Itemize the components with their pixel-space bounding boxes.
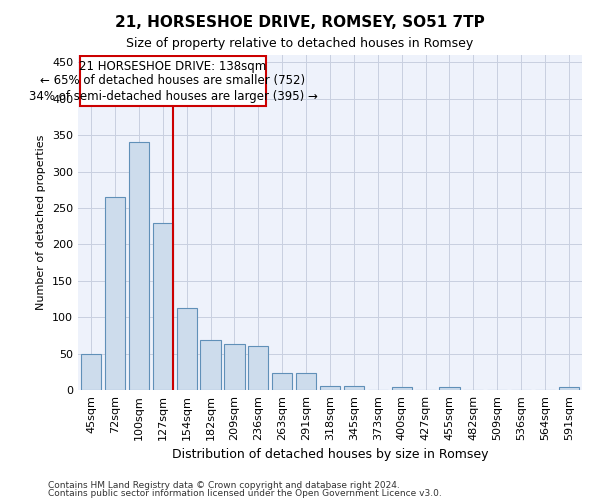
Bar (344, 386, 364, 390)
Text: 21, HORSESHOE DRIVE, ROMSEY, SO51 7TP: 21, HORSESHOE DRIVE, ROMSEY, SO51 7TP (115, 15, 485, 30)
Bar (248, 346, 268, 390)
Bar (81, 354, 101, 390)
Bar (320, 386, 340, 390)
Bar (272, 372, 292, 390)
Bar (129, 142, 149, 390)
Bar (439, 387, 460, 390)
X-axis label: Distribution of detached houses by size in Romsey: Distribution of detached houses by size … (172, 448, 488, 462)
Y-axis label: Number of detached properties: Number of detached properties (37, 135, 46, 310)
FancyBboxPatch shape (80, 56, 266, 106)
Text: Contains HM Land Registry data © Crown copyright and database right 2024.: Contains HM Land Registry data © Crown c… (48, 480, 400, 490)
Bar (176, 308, 197, 390)
Bar (152, 222, 173, 390)
Text: Contains public sector information licensed under the Open Government Licence v3: Contains public sector information licen… (48, 489, 442, 498)
Text: 21 HORSESHOE DRIVE: 138sqm: 21 HORSESHOE DRIVE: 138sqm (79, 60, 266, 73)
Bar (105, 197, 125, 390)
Bar (296, 372, 316, 390)
Text: Size of property relative to detached houses in Romsey: Size of property relative to detached ho… (127, 38, 473, 51)
Text: 34% of semi-detached houses are larger (395) →: 34% of semi-detached houses are larger (… (29, 90, 317, 102)
Bar (200, 340, 221, 390)
Bar (559, 387, 579, 390)
Bar (224, 344, 245, 390)
Bar (392, 387, 412, 390)
Text: ← 65% of detached houses are smaller (752): ← 65% of detached houses are smaller (75… (40, 74, 305, 86)
